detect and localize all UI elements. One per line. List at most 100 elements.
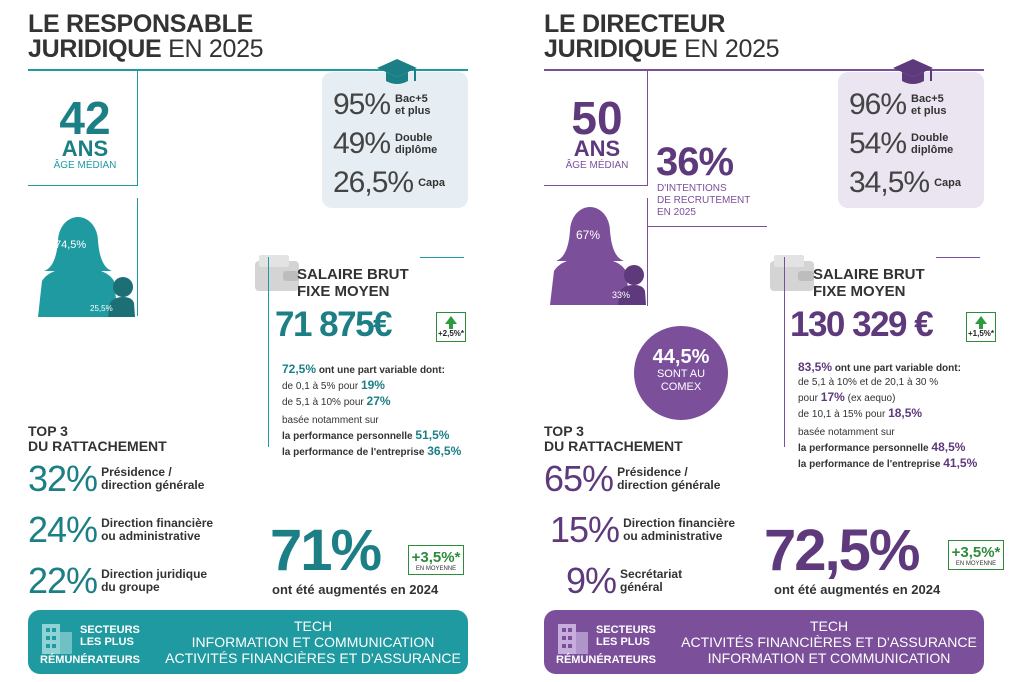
right-salary-title-2: FIXE MOYEN	[813, 283, 906, 300]
right-variable-value: 17%	[820, 390, 845, 404]
right-salary-title: SALAIRE BRUT FIXE MOYEN	[813, 266, 925, 300]
left-edu-label: Capa	[418, 177, 445, 189]
left-age-unit: ANS	[61, 136, 109, 161]
left-raised-avg: +3,5%*	[411, 549, 461, 566]
arrow-stem	[979, 324, 983, 329]
right-variable-line: de 5,1 à 10% et de 20,1 à 30 %	[798, 377, 939, 388]
left-sector-label-2: LES PLUS	[80, 636, 134, 648]
right-top3-line1: TOP 3	[544, 423, 584, 439]
right-edu-label: Bac+5 et plus	[911, 93, 947, 117]
left-top3-line1: TOP 3	[28, 423, 68, 439]
right-edu-label: Double diplôme	[911, 132, 954, 156]
left-salary-title: SALAIRE BRUT FIXE MOYEN	[297, 266, 409, 300]
right-gender-divider	[647, 198, 648, 306]
right-panel: LE DIRECTEUR JURIDIQUE EN 2025 50 ANS ÂG…	[516, 0, 1024, 682]
left-age-value: 42	[59, 92, 111, 144]
left-edu-pct: 26,5%	[333, 166, 414, 199]
right-raised-avg-label: EN MOYENNE	[955, 561, 997, 567]
left-attach-row-3: 22% Direction juridique du groupe	[28, 560, 207, 602]
right-attach-label1: Présidence /	[617, 465, 688, 479]
right-comex-label-2: COMEX	[660, 381, 702, 393]
right-age-rule	[544, 185, 648, 186]
left-attach-label1: Direction financière	[101, 516, 214, 530]
left-title-thin: EN 2025	[168, 35, 264, 63]
right-attach-label2: direction générale	[617, 478, 721, 492]
right-sector-list: TECH ACTIVITÉS FINANCIÈRES ET D'ASSURANC…	[679, 618, 979, 666]
left-age-label: ÂGE MÉDIAN	[53, 160, 117, 171]
left-salary-change: +2,5%*	[437, 329, 465, 338]
right-raised-avg: +3,5%*	[951, 544, 1001, 561]
left-variable-line: de 5,1 à 10% pour	[282, 397, 364, 408]
right-sector-banner: SECTEURS LES PLUS RÉMUNÉRATEURS TECH ACT…	[544, 610, 984, 674]
right-age-label: ÂGE MÉDIAN	[565, 160, 629, 171]
right-salary-box-line	[784, 257, 785, 447]
left-title-line1: LE RESPONSABLE	[28, 10, 253, 38]
right-perf-line: la performance personnelle	[798, 443, 929, 454]
right-salary-box-top	[936, 257, 980, 258]
left-sector-list: TECH INFORMATION ET COMMUNICATION ACTIVI…	[163, 618, 463, 666]
left-salary-box-top	[420, 257, 464, 258]
left-sector-item: INFORMATION ET COMMUNICATION	[191, 634, 435, 650]
right-recruit-label-1: D'INTENTIONS	[657, 183, 727, 194]
left-sector-item: TECH	[293, 618, 333, 634]
left-attach-label: Présidence / direction générale	[101, 466, 204, 492]
woman-man-silhouette-icon	[38, 217, 135, 317]
right-title-line1: LE DIRECTEUR	[544, 10, 726, 38]
left-attach-label: Direction financière ou administrative	[101, 517, 213, 543]
right-perf-line: la performance de l'entreprise	[798, 459, 941, 470]
left-edu-label: Double diplôme	[395, 132, 438, 156]
left-salary-title-2: FIXE MOYEN	[297, 283, 390, 300]
right-edu-row-2: 54% Double diplôme	[849, 127, 956, 161]
right-attach-label: Direction financière ou administrative	[623, 517, 735, 543]
left-attach-label2: ou administrative	[101, 529, 201, 543]
left-variable-text: ont une part variable dont:	[318, 365, 445, 376]
right-top3-line2: DU RATTACHEMENT	[544, 438, 683, 454]
right-sector-item: TECH	[809, 618, 849, 634]
right-edu-pct: 54%	[849, 127, 907, 160]
left-edu-pct: 95%	[333, 88, 391, 121]
left-salary-change-badge: +2,5%*	[436, 312, 466, 342]
left-variable-block: 72,5% ont une part variable dont: de 0,1…	[282, 362, 482, 460]
left-perf-value: 36,5%	[427, 444, 462, 458]
right-edu-row-3: 34,5% Capa	[849, 166, 961, 200]
left-attach-label2: du groupe	[101, 580, 160, 594]
left-attach-label: Direction juridique du groupe	[101, 568, 207, 594]
right-raised-avg-badge: +3,5%* EN MOYENNE	[948, 540, 1004, 570]
right-variable-block: 83,5% ont une part variable dont: de 5,1…	[798, 360, 998, 472]
left-perf-line: la performance de l'entreprise	[282, 447, 425, 458]
right-recruit-label: D'INTENTIONS DE RECRUTEMENT EN 2025	[657, 183, 750, 219]
left-variable-line: de 0,1 à 5% pour	[282, 381, 359, 392]
right-comex-pct: 44,5%	[652, 346, 710, 368]
right-variable-line: de 10,1 à 15% pour	[798, 409, 886, 420]
right-title-thin: EN 2025	[684, 35, 780, 63]
right-salary-change: +1,5%*	[967, 329, 995, 338]
left-salary-title-1: SALAIRE BRUT	[297, 266, 409, 283]
left-divider	[137, 70, 138, 185]
right-variable-text: ont une part variable dont:	[834, 363, 961, 374]
left-title: LE RESPONSABLE JURIDIQUE EN 2025	[28, 10, 264, 63]
wallet-icon	[255, 255, 299, 291]
left-sector-label: SECTEURS LES PLUS	[80, 624, 140, 648]
right-variable-pct: 83,5%	[798, 360, 833, 374]
left-title-bold: JURIDIQUE	[28, 35, 162, 63]
right-recruit-pct: 36%	[656, 140, 734, 184]
left-gender-divider	[137, 198, 138, 316]
right-salary-title-1: SALAIRE BRUT	[813, 266, 925, 283]
left-panel: LE RESPONSABLE JURIDIQUE EN 2025 42 ANS …	[28, 10, 482, 674]
right-attach-pct: 65%	[544, 458, 614, 499]
left-gender-men: 25,5%	[90, 304, 113, 313]
right-attach-pct: 9%	[566, 560, 617, 601]
right-attach-row-1: 65% Présidence / direction générale	[544, 458, 720, 500]
left-attach-label1: Présidence /	[101, 465, 172, 479]
right-salary-value: 130 329 €	[790, 305, 934, 344]
left-top3-title: TOP 3 DU RATTACHEMENT	[28, 424, 167, 454]
left-salary-value: 71 875€	[275, 305, 393, 344]
right-recruit-label-3: EN 2025	[657, 207, 696, 218]
right-divider	[647, 70, 648, 185]
left-attach-pct: 32%	[28, 458, 98, 499]
left-attach-row-2: 24% Direction financière ou administrativ…	[28, 509, 213, 551]
building-icon	[558, 624, 588, 654]
right-sector-item: ACTIVITÉS FINANCIÈRES ET D'ASSURANCE	[681, 634, 977, 650]
left-variable-pct: 72,5%	[282, 362, 317, 376]
left-top3-line2: DU RATTACHEMENT	[28, 438, 167, 454]
